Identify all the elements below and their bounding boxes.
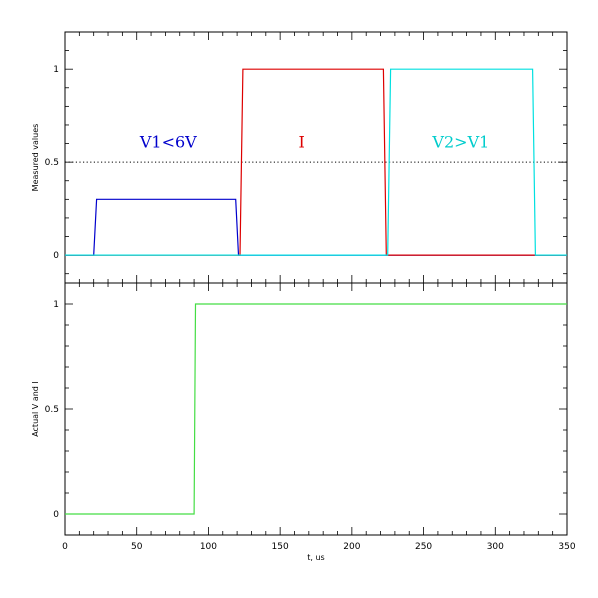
y-tick-label: 1: [53, 300, 59, 310]
x-tick-label: 300: [487, 542, 504, 552]
x-axis-label: t, us: [307, 553, 324, 562]
y-tick-label: 0.5: [45, 405, 59, 415]
series-line-1: [65, 68, 567, 256]
y-axis-label: Measured values: [31, 124, 40, 192]
y-axis-label: Actual V and I: [31, 381, 40, 437]
series-line-2: [65, 68, 567, 256]
y-tick-label: 0: [53, 510, 59, 520]
y-tick-label: 1: [53, 65, 59, 75]
plot-frame: [64, 282, 568, 536]
series-line-0: [65, 198, 567, 256]
bottom-panel-actual-v-and-i: 0 0.5 1 0 50 100 150 200 250 300 350 Actual V and I…: [31, 282, 576, 562]
y-tick-label: 0: [53, 251, 59, 261]
annotation-label: V2>V1: [431, 132, 489, 151]
x-tick-label: 200: [343, 542, 360, 552]
x-tick-label: 0: [62, 542, 68, 552]
x-tick-label: 50: [131, 542, 143, 552]
x-tick-label: 250: [415, 542, 432, 552]
annotation-label: V1<6V: [139, 132, 197, 151]
x-tick-label: 150: [272, 542, 289, 552]
x-tick-label: 350: [558, 542, 575, 552]
top-panel-measured-values: 0 0.5 1 Measured values V1<6V I V2>V1: [31, 31, 568, 284]
annotation-label: I: [298, 132, 304, 151]
x-tick-label: 100: [200, 542, 217, 552]
series-line-0: [65, 303, 567, 515]
y-tick-label: 0.5: [45, 158, 59, 168]
